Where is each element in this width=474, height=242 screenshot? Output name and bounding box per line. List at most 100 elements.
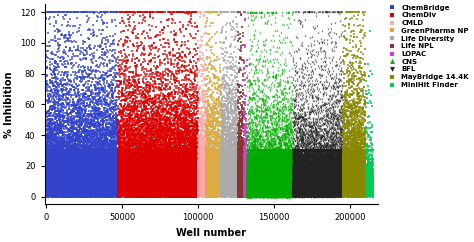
- Point: [57, 189, 65, 193]
- Point: [55, 182, 62, 186]
- Point: [337, 190, 345, 194]
- Point: [92, 189, 100, 193]
- Point: [309, 177, 316, 181]
- Point: [301, 186, 308, 189]
- Point: [316, 191, 324, 195]
- Point: [122, 123, 130, 127]
- Point: [215, 193, 223, 197]
- Point: [218, 167, 226, 171]
- Point: [269, 75, 276, 79]
- Point: [220, 176, 228, 180]
- Point: [222, 192, 230, 196]
- Point: [239, 173, 247, 176]
- Point: [62, 156, 69, 159]
- Point: [178, 150, 185, 154]
- Point: [343, 151, 350, 155]
- Point: [116, 172, 124, 176]
- Point: [74, 173, 82, 177]
- Point: [84, 175, 92, 179]
- Point: [126, 159, 134, 163]
- Point: [90, 175, 98, 179]
- Point: [155, 193, 163, 197]
- Point: [144, 151, 151, 155]
- Point: [206, 189, 213, 193]
- Point: [58, 178, 65, 182]
- Point: [353, 191, 361, 195]
- Point: [214, 192, 221, 196]
- Point: [352, 176, 359, 180]
- Point: [264, 189, 272, 192]
- Point: [69, 193, 77, 197]
- Point: [282, 165, 290, 169]
- Point: [274, 186, 282, 190]
- Point: [221, 185, 229, 189]
- Point: [323, 178, 331, 182]
- Point: [288, 149, 295, 152]
- Point: [133, 175, 140, 179]
- Point: [355, 92, 362, 96]
- Point: [234, 191, 242, 195]
- Point: [251, 172, 259, 175]
- Point: [121, 180, 128, 184]
- Point: [349, 178, 356, 182]
- Point: [359, 157, 367, 161]
- Point: [106, 176, 114, 180]
- Point: [336, 168, 343, 172]
- Point: [237, 188, 245, 192]
- Point: [307, 181, 314, 185]
- Point: [74, 185, 82, 189]
- Point: [262, 192, 270, 196]
- Point: [148, 164, 156, 168]
- Point: [203, 189, 210, 193]
- Point: [299, 97, 306, 101]
- Point: [184, 174, 192, 178]
- Point: [361, 186, 369, 189]
- Point: [163, 160, 171, 164]
- Point: [125, 191, 133, 195]
- Point: [123, 149, 131, 152]
- Point: [348, 186, 356, 190]
- Point: [301, 184, 308, 188]
- Point: [194, 170, 201, 174]
- Point: [166, 53, 173, 57]
- Point: [356, 150, 364, 154]
- Point: [145, 167, 152, 171]
- Point: [173, 189, 181, 193]
- Point: [55, 188, 63, 192]
- Point: [97, 176, 105, 180]
- Point: [172, 190, 180, 194]
- Point: [192, 174, 200, 178]
- Point: [115, 193, 123, 197]
- Point: [119, 185, 127, 189]
- Point: [96, 166, 103, 170]
- Point: [238, 179, 246, 183]
- Point: [212, 193, 219, 197]
- Point: [223, 194, 230, 198]
- Point: [220, 149, 228, 152]
- Point: [216, 174, 224, 177]
- Point: [128, 185, 136, 189]
- Point: [361, 182, 368, 186]
- Point: [56, 187, 64, 191]
- Point: [365, 167, 373, 171]
- Point: [230, 180, 237, 184]
- Point: [167, 157, 174, 161]
- Point: [142, 184, 149, 188]
- Point: [91, 177, 99, 181]
- Point: [246, 37, 254, 41]
- Point: [74, 181, 82, 184]
- Point: [210, 177, 218, 181]
- Point: [293, 177, 301, 181]
- Point: [228, 185, 235, 189]
- Point: [182, 177, 190, 181]
- Point: [269, 189, 276, 193]
- Point: [132, 152, 140, 156]
- Point: [339, 162, 347, 166]
- Point: [244, 194, 251, 198]
- Point: [194, 166, 201, 170]
- Point: [286, 182, 294, 186]
- Point: [261, 181, 269, 185]
- Point: [182, 185, 190, 189]
- Point: [325, 193, 333, 197]
- Point: [46, 181, 54, 185]
